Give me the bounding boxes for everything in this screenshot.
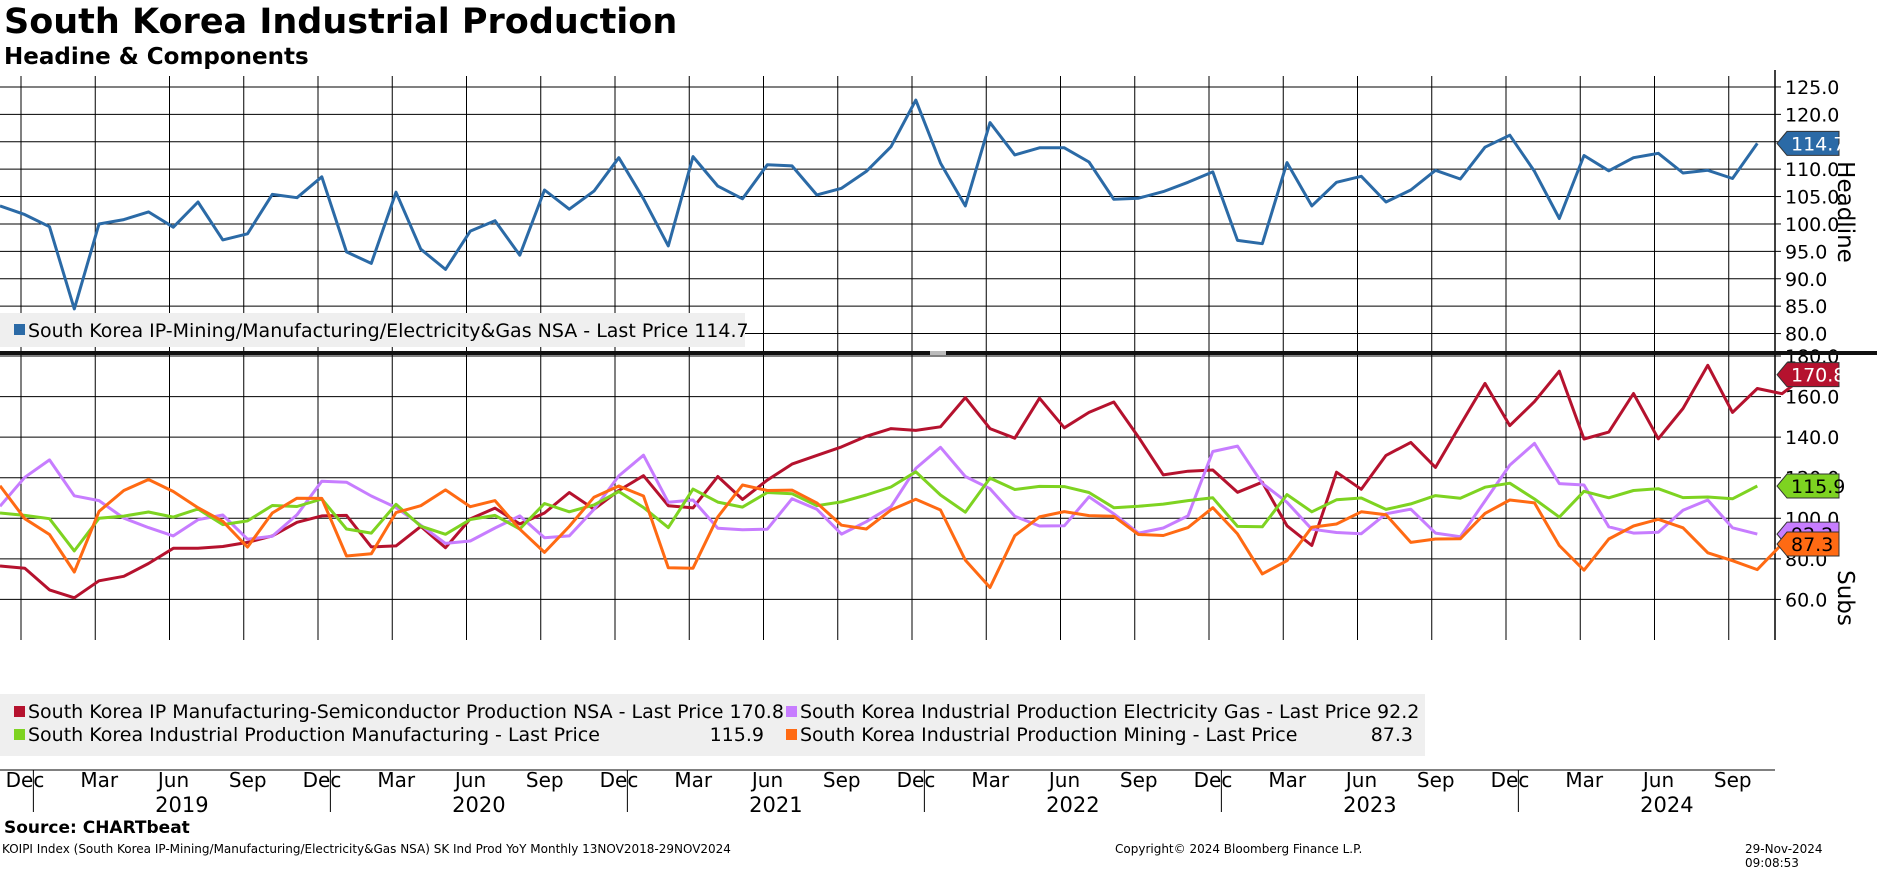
x-tick-label: Dec [1194, 768, 1233, 792]
legend-swatch-headline [14, 324, 25, 335]
ticker-line: KOIPI Index (South Korea IP-Mining/Manuf… [2, 842, 731, 856]
legend-label-semiconductor: South Korea IP Manufacturing-Semiconduct… [28, 701, 784, 723]
x-year-label: 2023 [1343, 793, 1396, 817]
x-tick-label: Mar [1268, 768, 1307, 792]
y-tick-label-bottom: 160.0 [1785, 387, 1839, 409]
x-tick-label: Sep [1417, 768, 1455, 792]
x-tick-label: Dec [1491, 768, 1530, 792]
x-year-label: 2024 [1640, 793, 1693, 817]
x-tick-label: Sep [526, 768, 564, 792]
x-tick-label: Jun [156, 768, 189, 792]
legend-value-mining: 87.3 [1371, 724, 1413, 746]
semiconductor-tag-label: 170.8 [1791, 365, 1845, 387]
manufacturing-tag-label: 115.9 [1791, 476, 1845, 498]
legend-label-manufacturing: South Korea Industrial Production Manufa… [28, 724, 600, 746]
x-tick-label: Dec [600, 768, 639, 792]
x-tick-label: Dec [897, 768, 936, 792]
y-tick-label-top: 120.0 [1785, 104, 1839, 126]
x-tick-label: Mar [377, 768, 416, 792]
x-tick-label: Jun [453, 768, 486, 792]
legend-label-mining: South Korea Industrial Production Mining… [800, 724, 1297, 746]
x-tick-label: Mar [1565, 768, 1604, 792]
x-tick-label: Mar [971, 768, 1010, 792]
series-semiconductor [0, 365, 1807, 598]
y-tick-label-top: 95.0 [1785, 241, 1827, 263]
x-tick-label: Dec [6, 768, 45, 792]
series-headline [0, 100, 1757, 309]
axis-title-subs: Subs [1832, 570, 1858, 626]
legend-swatch-electricity-gas [786, 706, 797, 717]
x-tick-label: Sep [1120, 768, 1158, 792]
x-tick-label: Jun [750, 768, 783, 792]
legend-swatch-mining [786, 729, 797, 740]
y-tick-label-top: 105.0 [1785, 187, 1839, 209]
headline-tag-label: 114.7 [1791, 133, 1845, 155]
legend-swatch-manufacturing [14, 729, 25, 740]
legend-label-electricity-gas: South Korea Industrial Production Electr… [800, 701, 1419, 723]
x-tick-label: Mar [80, 768, 119, 792]
x-tick-label: Sep [1714, 768, 1752, 792]
source-note: Source: CHARTbeat [4, 818, 190, 838]
x-tick-label: Mar [674, 768, 713, 792]
axis-title-headline: Headline [1832, 161, 1858, 263]
x-tick-label: Sep [823, 768, 861, 792]
legend-value-manufacturing: 115.9 [710, 724, 764, 746]
y-tick-label-top: 125.0 [1785, 77, 1839, 99]
x-tick-label: Jun [1641, 768, 1674, 792]
series-mining [0, 480, 1782, 588]
y-tick-label-bottom: 60.0 [1785, 589, 1827, 611]
x-year-label: 2022 [1046, 793, 1099, 817]
y-tick-label-bottom: 140.0 [1785, 427, 1839, 449]
series-electricity-gas [0, 443, 1757, 543]
y-tick-label-top: 110.0 [1785, 159, 1839, 181]
separator-handle [930, 351, 946, 355]
x-year-label: 2020 [452, 793, 505, 817]
legend-swatch-semiconductor [14, 706, 25, 717]
copyright: Copyright© 2024 Bloomberg Finance L.P. [1115, 842, 1362, 856]
y-tick-label-top: 85.0 [1785, 296, 1827, 318]
legend-label-headline: South Korea IP-Mining/Manufacturing/Elec… [28, 320, 749, 342]
x-tick-label: Jun [1344, 768, 1377, 792]
y-tick-label-top: 90.0 [1785, 269, 1827, 291]
x-tick-label: Sep [229, 768, 267, 792]
y-tick-label-top: 100.0 [1785, 214, 1839, 236]
timestamp: 29-Nov-2024 09:08:53 [1745, 842, 1877, 870]
mining-tag-label: 87.3 [1791, 534, 1833, 556]
x-tick-label: Dec [303, 768, 342, 792]
x-tick-label: Jun [1047, 768, 1080, 792]
x-year-label: 2019 [155, 793, 208, 817]
y-tick-label-top: 80.0 [1785, 324, 1827, 346]
x-year-label: 2021 [749, 793, 802, 817]
